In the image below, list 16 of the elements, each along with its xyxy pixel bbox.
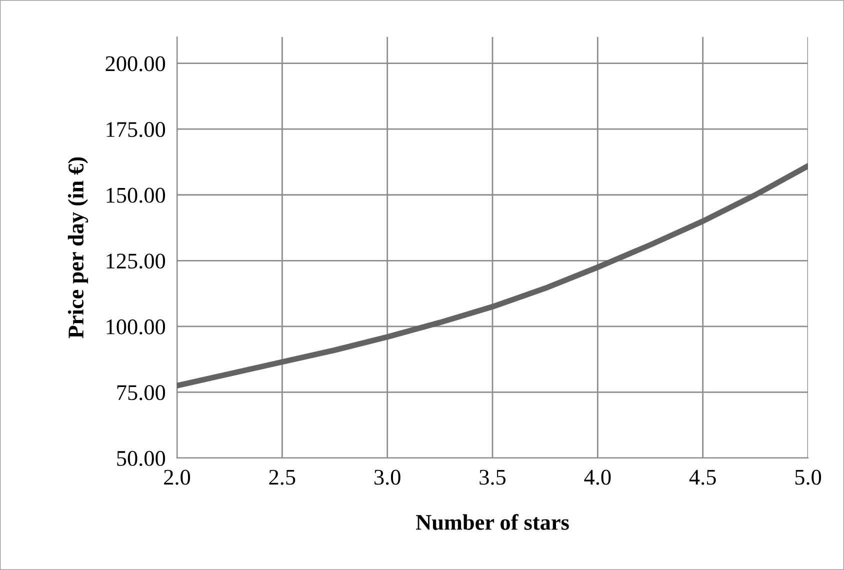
y-tick-label: 200.00	[106, 56, 166, 72]
x-tick-label: 2.0	[164, 470, 190, 485]
x-tick-label: 5.0	[795, 470, 822, 485]
x-tick-label: 3.0	[374, 470, 400, 485]
x-tick-label: 4.0	[584, 470, 611, 485]
x-tick-label: 3.5	[480, 470, 506, 485]
x-tick-label: 4.5	[689, 470, 716, 485]
y-axis-title: Price per day (in €)	[68, 157, 88, 338]
y-tick-label: 100.00	[106, 319, 166, 334]
y-tick-label: 150.00	[106, 188, 166, 203]
y-tick-label: 75.00	[117, 385, 166, 400]
x-tick-label: 2.5	[269, 470, 296, 485]
y-tick-label: 175.00	[106, 122, 166, 138]
x-axis-title: Number of stars	[416, 514, 569, 530]
y-tick-label: 125.00	[106, 254, 166, 269]
y-tick-label: 50.00	[117, 450, 166, 466]
